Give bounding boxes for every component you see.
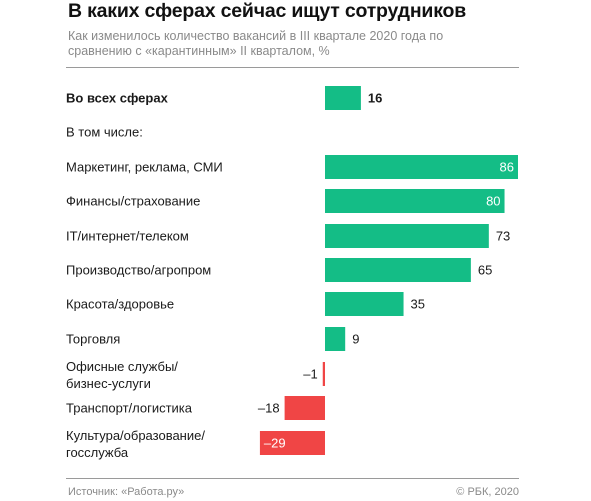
chart-subtitle: Как изменилось количество вакансий в III… [68, 29, 444, 58]
value-label: –29 [264, 436, 286, 451]
category-label: Маркетинг, реклама, СМИ [66, 160, 223, 175]
value-label: 86 [500, 160, 514, 175]
value-label: –1 [303, 367, 317, 382]
copyright-note: © РБК, 2020 [456, 486, 519, 498]
category-label: Финансы/страхование [66, 194, 200, 209]
bar [259, 431, 325, 455]
category-label: Транспорт/логистика [66, 401, 193, 416]
bar [325, 189, 505, 213]
value-label: 73 [496, 229, 510, 244]
bottom-divider [66, 478, 519, 479]
category-label: Во всех сферах [66, 91, 169, 106]
bar [325, 327, 346, 351]
value-label: 65 [478, 263, 492, 278]
bar [325, 224, 489, 248]
bar [325, 292, 404, 316]
source-note: Источник: «Работа.ру» [68, 486, 185, 498]
value-label: 16 [368, 91, 382, 106]
value-label: 9 [352, 332, 359, 347]
section-label: В том числе: [66, 125, 143, 140]
value-label: –18 [258, 401, 280, 416]
bar [284, 396, 325, 420]
chart-title: В каких сферах сейчас ищут сотрудников [68, 0, 467, 22]
category-label: IT/интернет/телеком [66, 229, 189, 244]
category-label: Культура/образование/госслужба [66, 428, 205, 460]
category-label: Торговля [66, 332, 120, 347]
category-label: Производство/агропром [66, 263, 211, 278]
bar [322, 362, 325, 386]
top-divider [66, 67, 519, 68]
category-label: Офисные службы/бизнес-услуги [66, 359, 178, 391]
value-label: 80 [486, 194, 500, 209]
category-label: Красота/здоровье [66, 297, 174, 312]
value-label: 35 [411, 297, 425, 312]
bar [325, 258, 471, 282]
bar [325, 155, 518, 179]
bar [325, 86, 361, 110]
